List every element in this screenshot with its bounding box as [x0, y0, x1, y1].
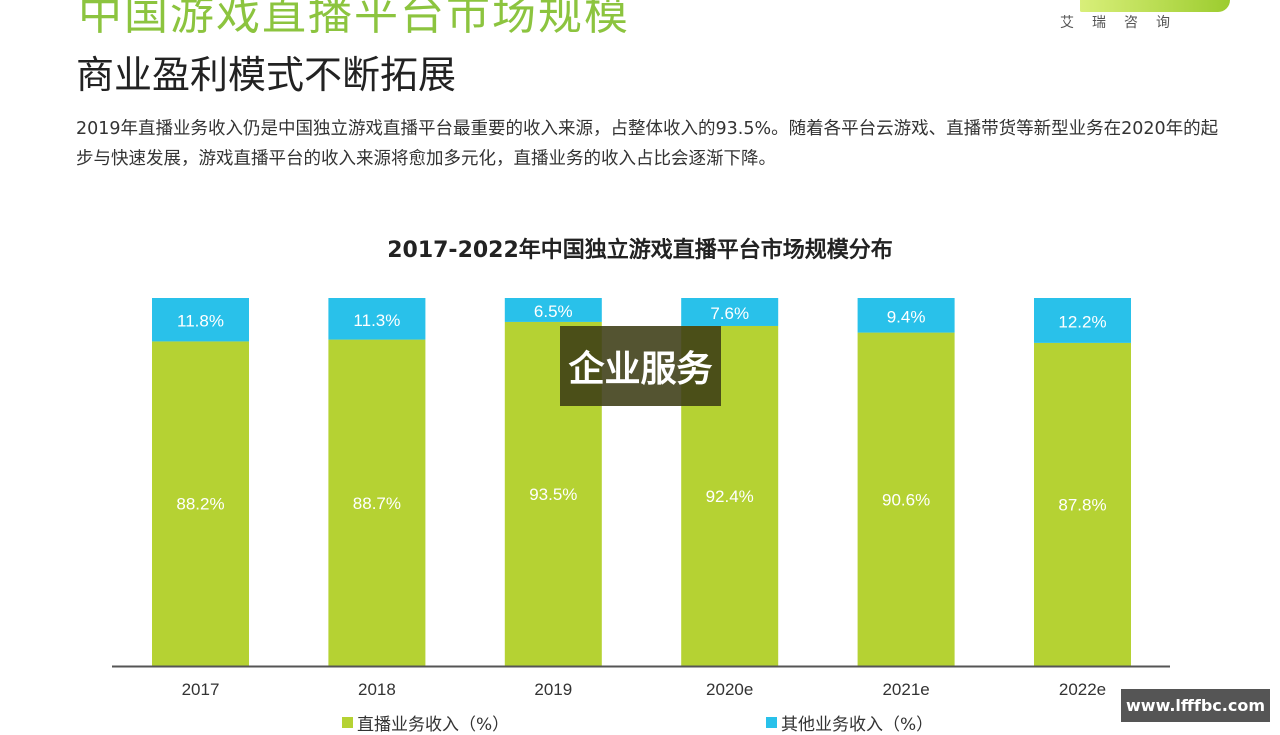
x-tick-label: 2019 — [534, 680, 572, 699]
bar-other-2020e — [681, 298, 779, 326]
bar-live-2018 — [328, 339, 426, 666]
legend-label-other: 其他业务收入（%） — [781, 715, 934, 735]
bar-other-2017 — [152, 298, 249, 342]
bar-other-2018 — [328, 298, 426, 340]
legend-item-other: 其他业务收入（%） — [766, 710, 933, 735]
x-tick-label: 2021e — [882, 680, 929, 699]
watermark[interactable]: www.lfffbc.com — [1121, 689, 1270, 722]
data-label: 11.8% — [177, 312, 224, 331]
data-label: 87.8% — [1058, 495, 1106, 514]
x-tick-label: 2018 — [358, 680, 396, 699]
bar-other-2021e — [857, 298, 955, 333]
data-label: 6.5% — [534, 302, 573, 321]
legend-label-live: 直播业务收入（%） — [357, 715, 510, 735]
description: 2019年直播业务收入仍是中国独立游戏直播平台最重要的收入来源，占整体收入的93… — [76, 119, 1219, 169]
data-label: 12.2% — [1058, 312, 1106, 331]
data-label: 88.2% — [176, 495, 224, 514]
bar-live-2021e — [857, 332, 955, 666]
bar-other-2022e — [1034, 298, 1131, 343]
data-label: 93.5% — [529, 485, 577, 504]
data-label: 92.4% — [706, 487, 754, 506]
logo: 艾瑞咨询 — [1060, 15, 1188, 31]
data-label: 90.6% — [882, 490, 930, 509]
page-title: 中国游戏直播平台市场规模 — [78, 0, 630, 40]
logo-graphic — [1080, 0, 1230, 12]
x-tick-label: 2022e — [1059, 680, 1106, 699]
chart-title: 2017-2022年中国独立游戏直播平台市场规模分布 — [387, 238, 893, 263]
x-tick-label: 2020e — [706, 680, 753, 699]
page-subtitle: 商业盈利模式不断拓展 — [76, 53, 457, 97]
data-label: 9.4% — [887, 307, 926, 326]
overlay-banner: 企业服务 — [560, 326, 721, 406]
legend-item-live: 直播业务收入（%） — [342, 710, 509, 735]
bar-other-2019 — [504, 298, 602, 322]
legend-swatch-other — [766, 717, 777, 728]
x-tick-label: 2017 — [182, 680, 220, 699]
bar-live-2022e — [1034, 342, 1131, 666]
legend-swatch-live — [342, 717, 353, 728]
data-label: 88.7% — [353, 494, 401, 513]
bar-live-2017 — [152, 341, 249, 666]
data-label: 11.3% — [353, 311, 400, 330]
data-label: 7.6% — [710, 304, 749, 323]
